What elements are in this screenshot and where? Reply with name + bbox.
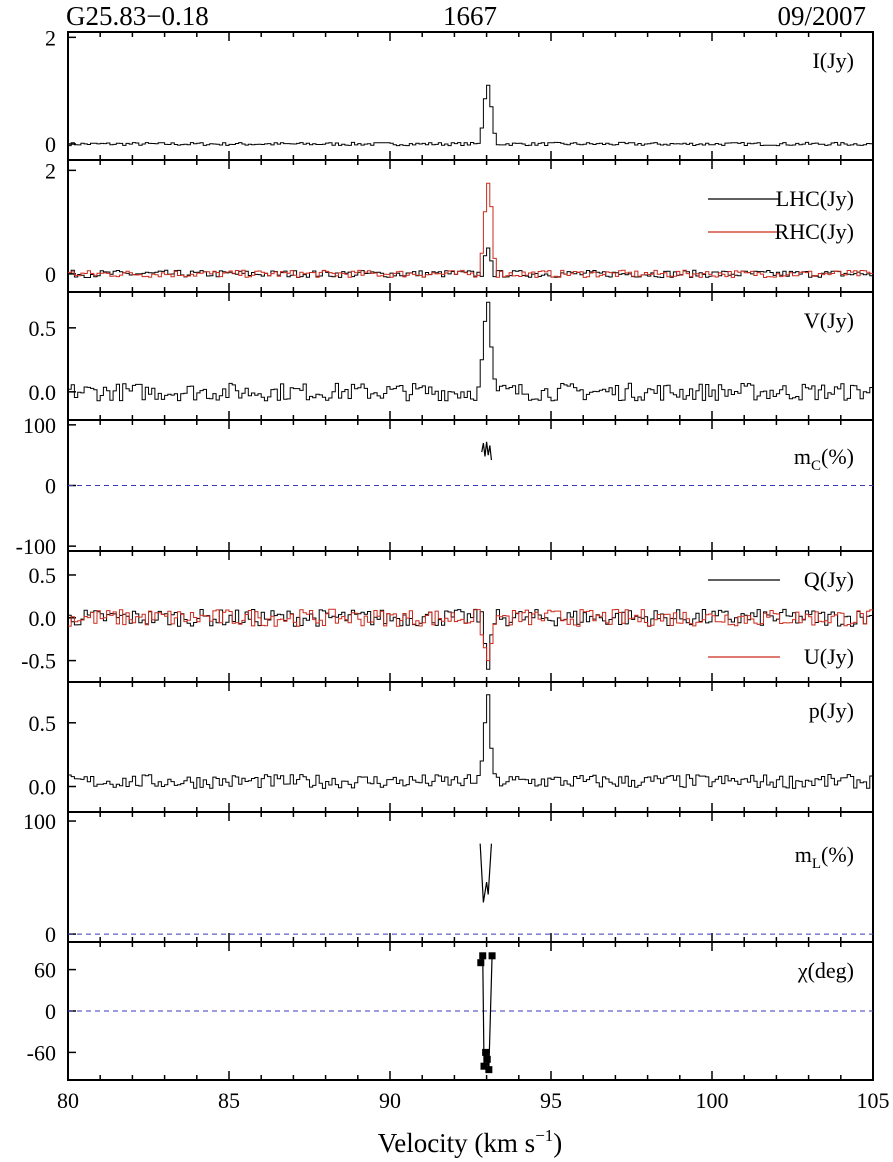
panel-LR-frame: [67, 159, 874, 293]
x-tick-label: 105: [857, 1088, 890, 1113]
y-tick-label: 0.5: [29, 563, 57, 588]
y-tick-label: 100: [23, 413, 56, 438]
data-point-marker: [483, 1055, 491, 1063]
x-axis-title: Velocity (km s−1): [378, 1126, 563, 1158]
panel-label: V(Jy): [804, 308, 854, 333]
panel-p-frame: [67, 681, 874, 813]
data-point-marker: [479, 952, 487, 960]
panel-chi: -60 0 60 χ(deg) 80 85 90 95 100 105: [27, 941, 890, 1113]
panel-mc: -100 0 100 mC(%): [16, 413, 874, 559]
y-tick-label: 2: [45, 25, 56, 50]
series-line: [481, 441, 493, 461]
panel-ml-frame: [67, 811, 874, 943]
panel-I: 0 2 I(Jy): [45, 25, 874, 161]
panel-label: U(Jy): [804, 644, 854, 669]
y-tick-label: 0.0: [29, 606, 57, 631]
data-point-marker: [485, 1066, 493, 1074]
series-line: [68, 608, 873, 662]
panel-label: mC(%): [794, 444, 854, 474]
data-point-marker: [480, 1062, 488, 1070]
panel-I-frame: [67, 31, 874, 161]
panel-V-frame: [67, 291, 874, 421]
transition-label: 1667: [443, 1, 497, 31]
panel-V: 0.0 0.5 V(Jy): [29, 291, 874, 421]
y-tick-label: 0: [45, 999, 56, 1024]
panel-label: p(Jy): [809, 698, 854, 723]
y-tick-label: 0: [45, 922, 56, 947]
panel-label: LHC(Jy): [776, 186, 854, 211]
panel-label: Q(Jy): [804, 567, 854, 592]
panel-label: mL(%): [795, 842, 854, 872]
data-point-marker: [482, 1048, 490, 1056]
y-tick-label: -0.5: [21, 649, 56, 674]
series-line: [68, 84, 873, 147]
data-point-marker: [488, 952, 496, 960]
panel-label: RHC(Jy): [775, 219, 854, 244]
panel-QU: -0.5 0.0 0.5 Q(Jy) U(Jy): [21, 550, 874, 683]
x-tick-label: 85: [218, 1088, 240, 1113]
x-tick-label: 80: [57, 1088, 79, 1113]
x-tick-label: 95: [540, 1088, 562, 1113]
series-line: [68, 301, 873, 402]
data-point-marker: [477, 959, 485, 967]
y-tick-label: -100: [16, 534, 56, 559]
panel-label: I(Jy): [812, 48, 854, 73]
series-line: [68, 182, 873, 278]
panel-p: 0.0 0.5 p(Jy): [29, 681, 874, 813]
panel-ml: 0 100 mL(%): [23, 809, 874, 947]
series-line: [68, 694, 873, 789]
y-tick-label: 0.0: [29, 775, 57, 800]
y-tick-label: 100: [23, 809, 56, 834]
panel-LR: 0 2 LHC(Jy) RHC(Jy): [45, 158, 874, 293]
panel-label: χ(deg): [797, 958, 854, 983]
y-tick-label: 0: [45, 132, 56, 157]
series-line: [68, 608, 873, 670]
source-name: G25.83−0.18: [66, 1, 209, 31]
y-tick-label: 0.5: [29, 316, 57, 341]
series-line: [479, 843, 493, 903]
epoch-date: 09/2007: [777, 1, 866, 31]
x-tick-label: 100: [696, 1088, 729, 1113]
x-tick-label: 90: [379, 1088, 401, 1113]
y-tick-label: 0: [45, 262, 56, 287]
y-tick-label: 0.5: [29, 711, 57, 736]
y-tick-label: 0: [45, 474, 56, 499]
y-tick-label: 0.0: [29, 380, 57, 405]
y-tick-label: 60: [34, 958, 56, 983]
y-tick-label: -60: [27, 1040, 56, 1065]
y-tick-label: 2: [45, 158, 56, 183]
